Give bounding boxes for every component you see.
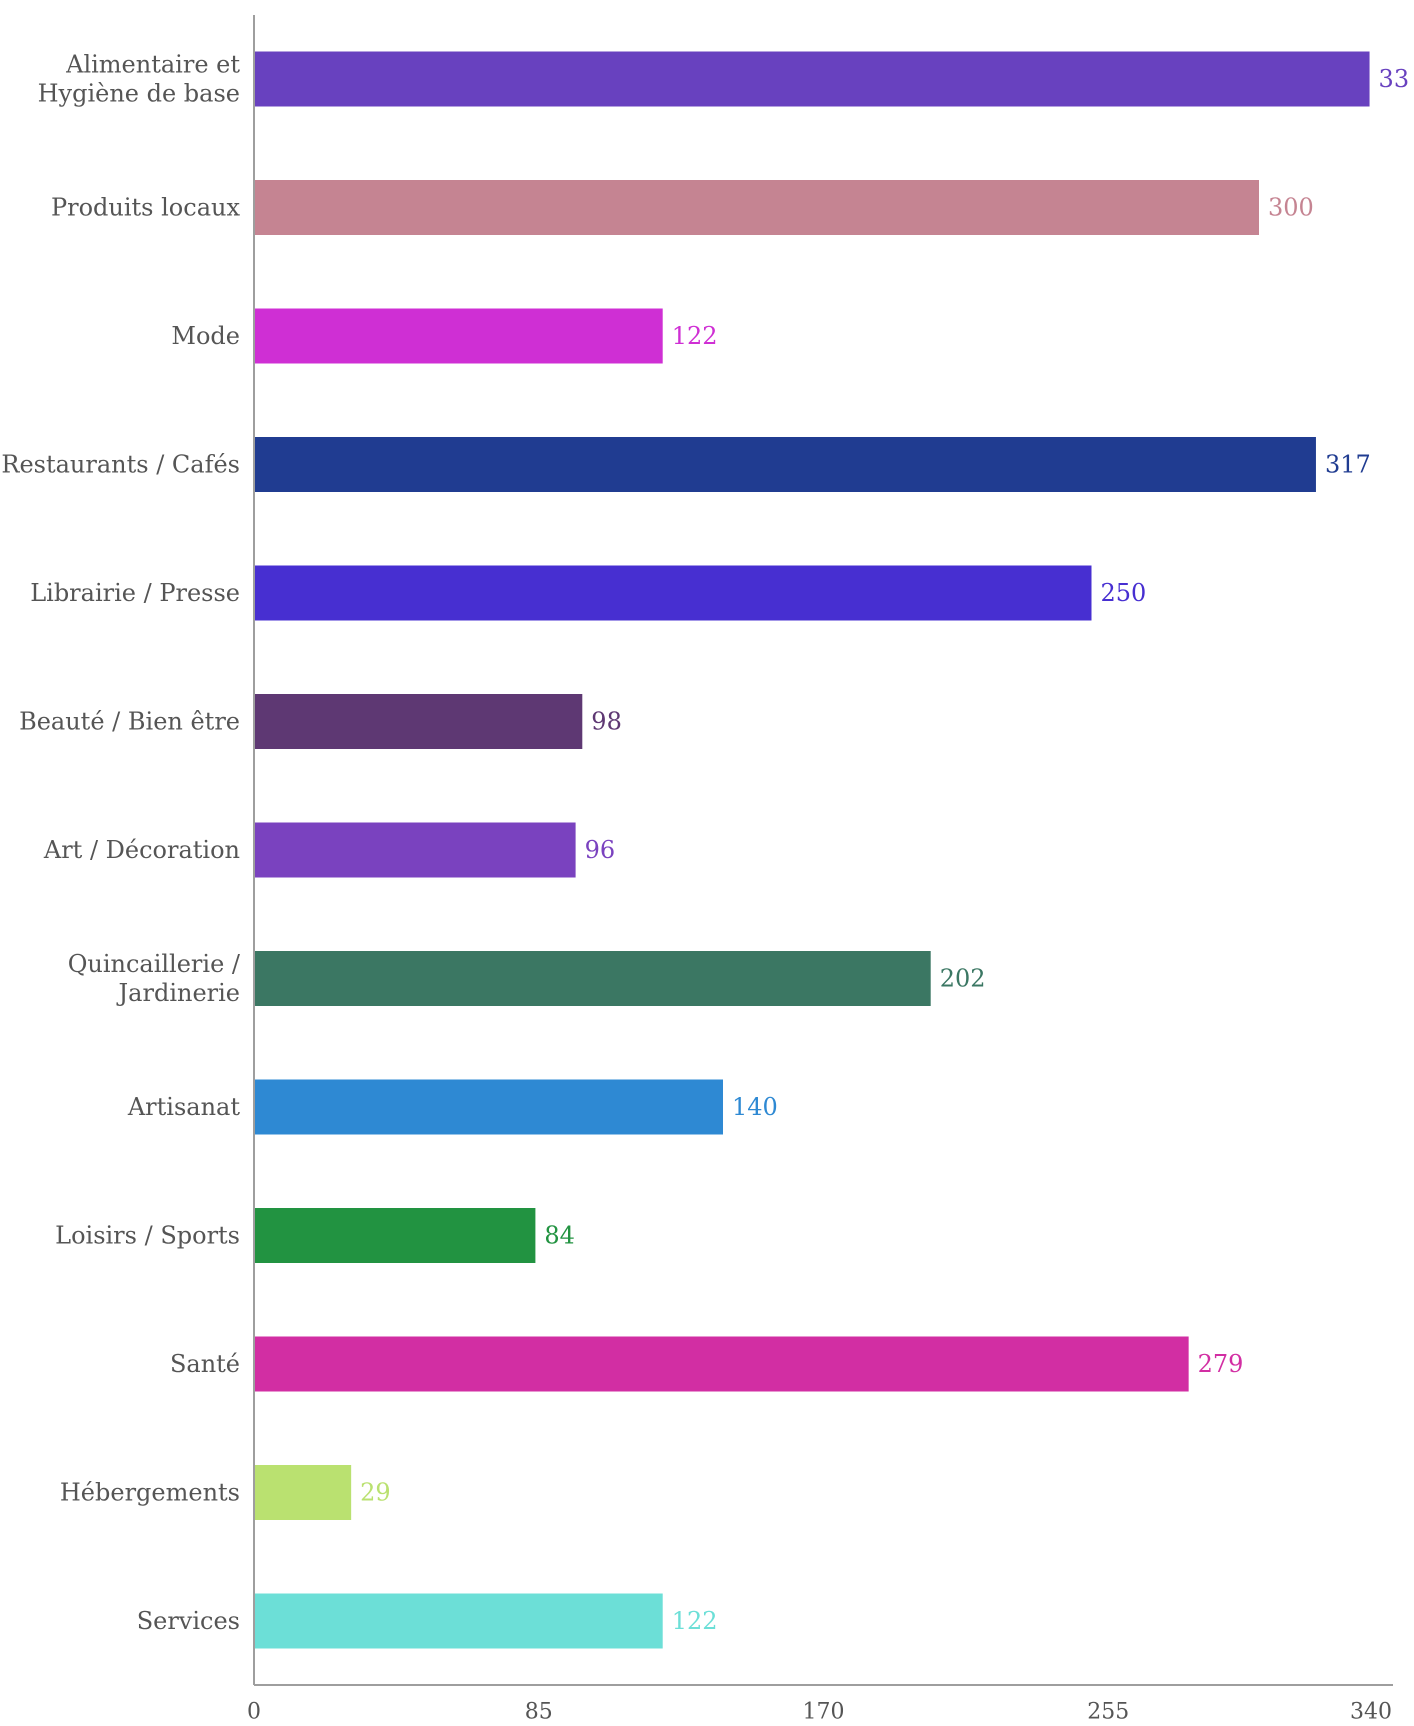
x-tick-labels: 0 85 170 255 340: [247, 1700, 1392, 1725]
value-label: 140: [732, 1093, 778, 1121]
category-label: Artisanat: [127, 1093, 241, 1121]
x-tick-label: 170: [803, 1700, 845, 1723]
category-label: Produits locaux: [51, 194, 240, 222]
value-label: 96: [585, 836, 616, 864]
bar: [255, 694, 583, 749]
bar: [255, 1465, 352, 1520]
bar: [255, 951, 931, 1006]
category-label: Art / Décoration: [43, 836, 240, 864]
category-label: Loisirs / Sports: [55, 1222, 240, 1250]
value-label: 122: [672, 1607, 718, 1635]
value-label: 29: [360, 1479, 391, 1507]
value-label: 300: [1268, 194, 1314, 222]
category-label: Restaurants / Cafés: [1, 451, 240, 479]
value-label: 317: [1325, 451, 1371, 479]
category-label: Services: [137, 1607, 240, 1635]
x-tick-label: 340: [1350, 1700, 1392, 1723]
bar: [255, 51, 1370, 107]
category-label: Beauté / Bien être: [19, 708, 240, 736]
value-label: 250: [1101, 579, 1147, 607]
bar: [255, 1208, 536, 1263]
value-label: 279: [1198, 1350, 1244, 1378]
x-tick-label: 0: [247, 1700, 261, 1723]
bars-layer: [255, 51, 1370, 1649]
bar: [255, 308, 663, 364]
bar: [255, 1593, 663, 1649]
bar: [255, 1079, 723, 1135]
category-label: Quincaillerie /: [68, 950, 241, 978]
x-tick-label: 255: [1087, 1700, 1129, 1723]
value-label: 33: [1379, 65, 1410, 93]
value-label: 122: [672, 322, 718, 350]
value-labels: 33 300 122 317 250 98 96 202 140 84 279 29 122: [360, 65, 1409, 1635]
category-label: Hygiène de base: [38, 80, 240, 108]
bar: [255, 180, 1259, 235]
category-label: Librairie / Presse: [30, 579, 240, 607]
bar: [255, 1336, 1189, 1392]
value-label: 98: [591, 708, 622, 736]
bar: [255, 565, 1092, 621]
category-label: Alimentaire et: [65, 51, 240, 79]
category-label: Jardinerie: [116, 979, 240, 1007]
category-label: Hébergements: [60, 1479, 240, 1507]
value-label: 84: [544, 1222, 575, 1250]
value-label: 202: [940, 965, 986, 993]
category-label: Mode: [171, 322, 240, 350]
category-label: Santé: [170, 1350, 240, 1378]
x-tick-label: 85: [525, 1700, 553, 1723]
bar: [255, 822, 576, 878]
bar: [255, 437, 1316, 492]
